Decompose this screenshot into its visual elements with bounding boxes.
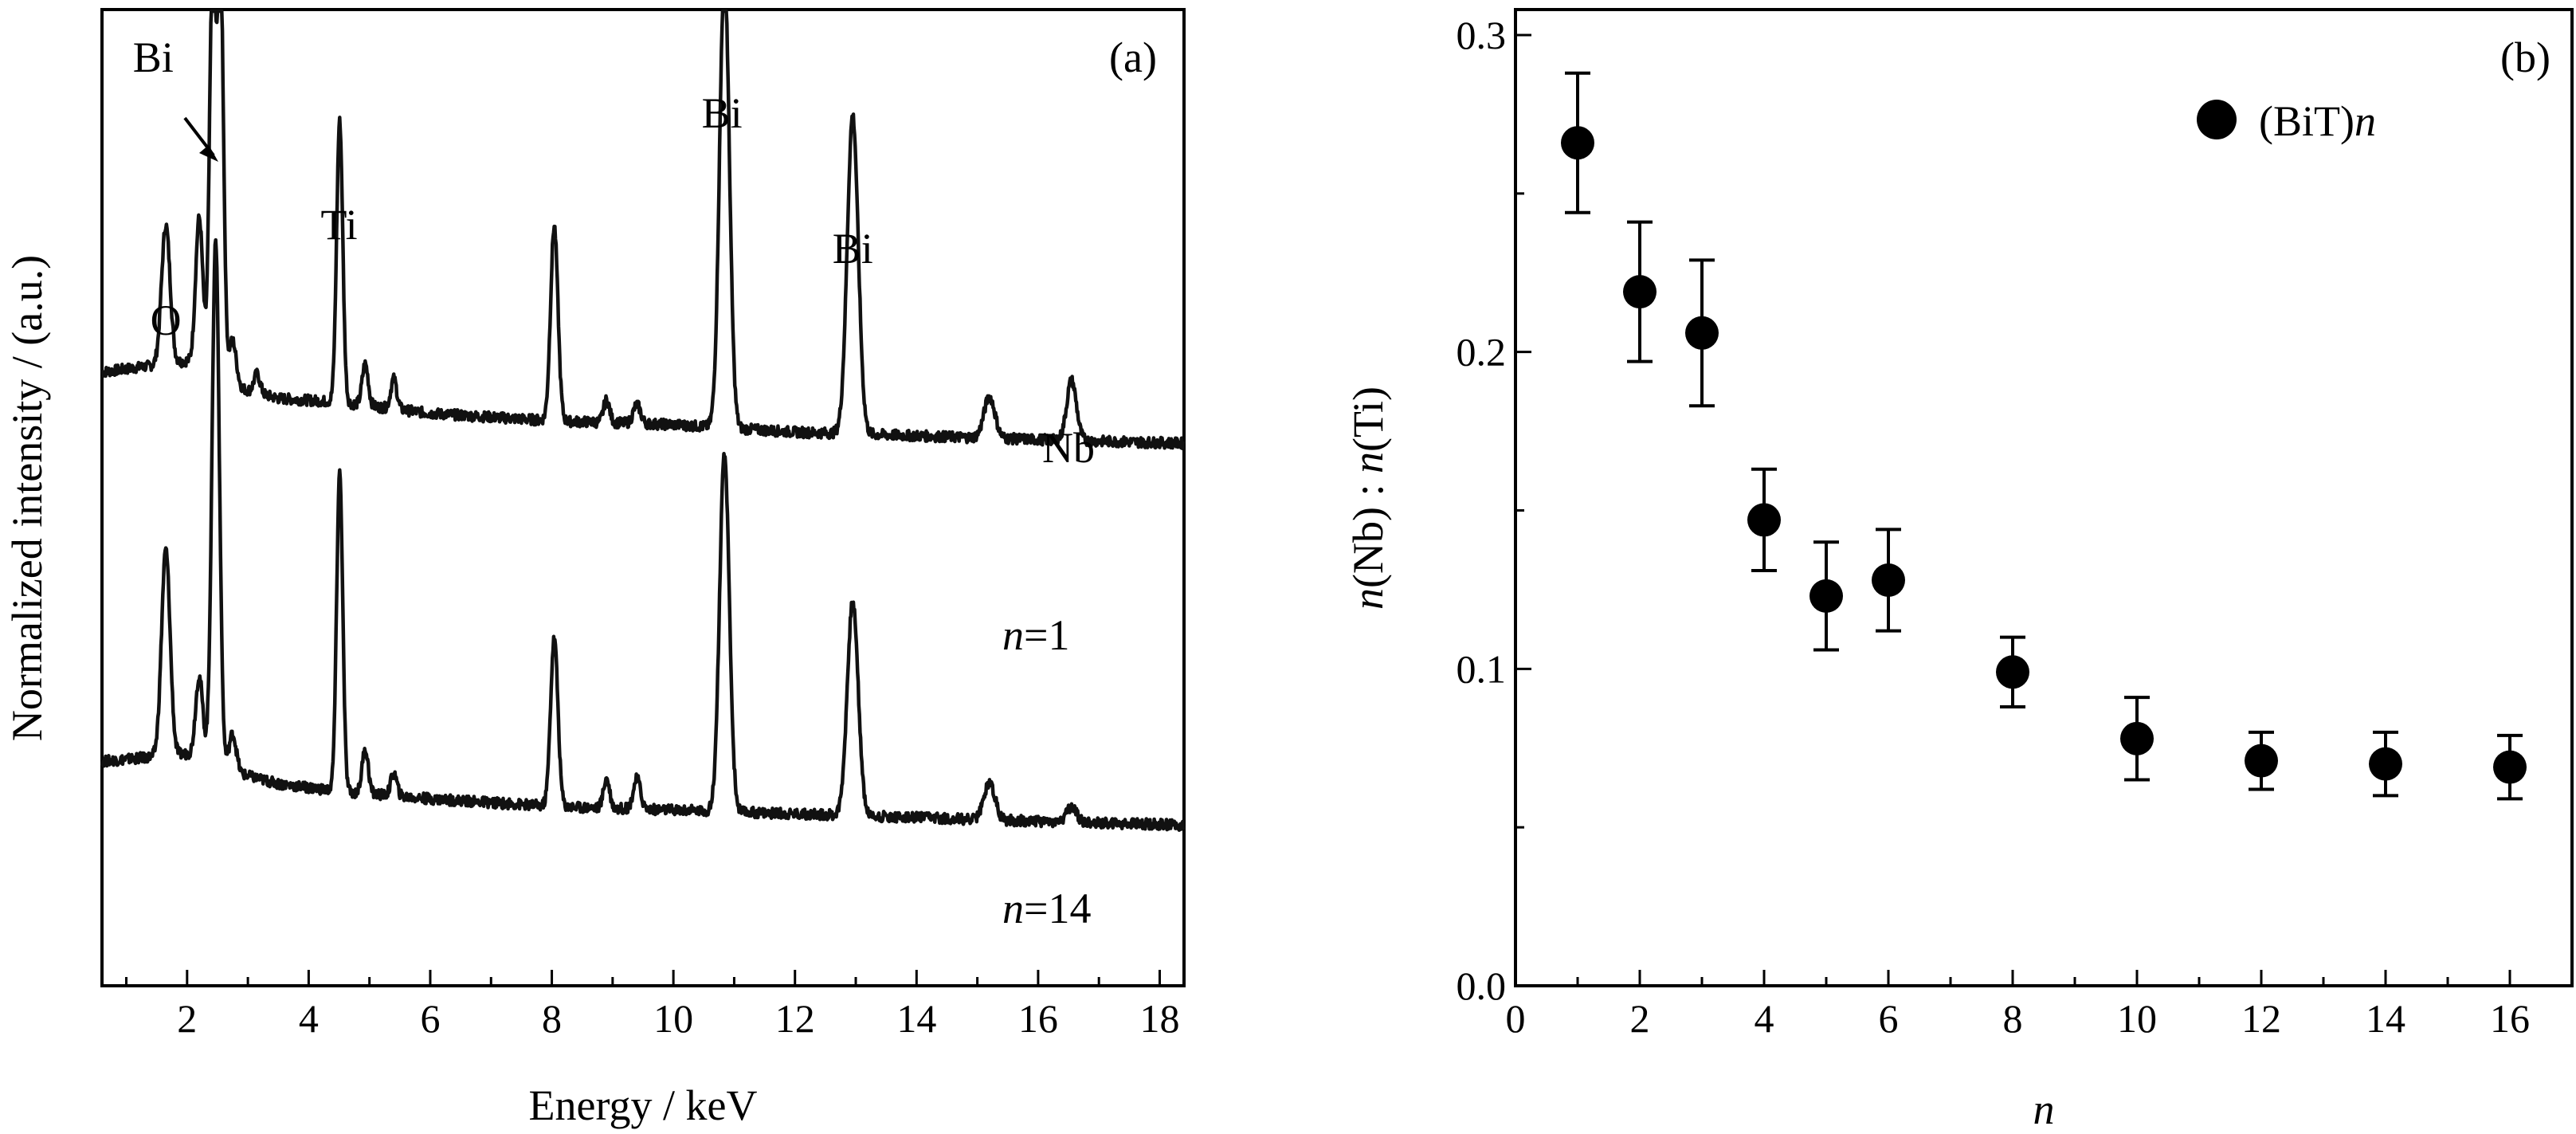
- x-tick-label: 2: [177, 996, 197, 1041]
- peak-label: Nb: [1042, 424, 1095, 472]
- y-label-b-part1: n: [1344, 588, 1392, 610]
- series-label-n1-suffix: =1: [1024, 611, 1069, 659]
- x-tick-label: 4: [299, 996, 319, 1041]
- x-tick-label: 18: [1139, 996, 1179, 1041]
- x-tick-label: 8: [2003, 996, 2023, 1041]
- x-tick-label: 8: [542, 996, 562, 1041]
- spectrum-line: [100, 237, 1186, 832]
- peak-label: Bi: [833, 225, 873, 273]
- svg-text:n=14: n=14: [1002, 885, 1091, 932]
- x-tick-label: 6: [420, 996, 440, 1041]
- y-tick-label: 0.0: [1457, 963, 1507, 1008]
- x-tick-label: 10: [653, 996, 693, 1041]
- y-label-b-part2: (Nb) :: [1344, 473, 1392, 588]
- y-label-b-part3: n: [1344, 452, 1392, 473]
- panel-b: 0 2 4 6 8 10 12 14 16 0.0 0.1 0.2 0.3 (b) n n(Nb) : …: [1344, 8, 2574, 1133]
- data-point: [1809, 579, 1843, 613]
- legend-label-italic: n: [2354, 97, 2376, 145]
- x-tick-label: 16: [1018, 996, 1058, 1041]
- y-axis-label-b: n(Nb) : n(Ti): [1344, 387, 1392, 610]
- peak-labels: O Bi Ti Bi Bi Nb: [133, 33, 1095, 472]
- x-tick-label: 14: [2366, 996, 2405, 1041]
- plot-frame-a: [100, 8, 1186, 987]
- peak-label: Bi: [133, 33, 174, 81]
- x-tick-label: 12: [775, 996, 815, 1041]
- series-label-n1: n=1: [1002, 611, 1069, 659]
- x-ticks-a: 2 4 6 8 10 12 14 16 18: [125, 970, 1179, 1041]
- plot-frame-b: [1514, 8, 2574, 987]
- legend-label-main: (BiT): [2259, 97, 2354, 145]
- y-tick-label: 0.1: [1457, 646, 1507, 691]
- series-label-n14-suffix: =14: [1024, 885, 1091, 932]
- x-tick-label: 14: [896, 996, 936, 1041]
- series-label-n14: n=14: [1002, 885, 1091, 932]
- panel-label-a: (a): [1109, 33, 1157, 81]
- data-point: [1996, 655, 2029, 689]
- legend-marker: [2197, 100, 2237, 139]
- x-tick-label: 4: [1755, 996, 1774, 1041]
- data-point: [2245, 744, 2278, 778]
- data-point: [2369, 747, 2402, 781]
- x-axis-label-a: Energy / keV: [529, 1081, 758, 1129]
- data-point: [1747, 503, 1781, 537]
- data-point: [2120, 721, 2154, 755]
- y-axis-label-a: Normalized intensity / (a.u.): [3, 255, 51, 741]
- x-tick-label: 2: [1630, 996, 1650, 1041]
- legend: (BiT)n: [2197, 97, 2376, 145]
- bi-arrowhead: [199, 145, 218, 162]
- axis-ticks-b: 0 2 4 6 8 10 12 14 16 0.0 0.1 0.2 0.3: [1457, 13, 2531, 1041]
- y-tick-label: 0.2: [1457, 330, 1507, 375]
- peak-label: O: [151, 296, 182, 344]
- x-tick-label: 12: [2241, 996, 2281, 1041]
- series-label-n1-prefix: n: [1002, 611, 1024, 659]
- x-tick-label: 10: [2117, 996, 2157, 1041]
- spectra-group: [100, 9, 1186, 832]
- panel-a: 2 4 6 8 10 12 14 16 18 O Bi Ti Bi Bi Nb (a) Energy / …: [3, 8, 1186, 1129]
- data-point: [1623, 275, 1657, 309]
- data-point: [1872, 563, 1905, 597]
- data-point: [1685, 316, 1719, 350]
- y-label-b-part4: (Ti): [1344, 387, 1392, 452]
- x-tick-label: 16: [2490, 996, 2530, 1041]
- x-axis-label-b: n: [2033, 1085, 2055, 1133]
- panel-label-b: (b): [2500, 33, 2551, 81]
- legend-label: (BiT)n: [2259, 97, 2376, 145]
- series-label-n14-prefix: n: [1002, 885, 1024, 932]
- spectrum-line: [100, 9, 1186, 450]
- data-point: [1561, 126, 1594, 160]
- peak-label: Ti: [320, 201, 357, 249]
- x-tick-label: 0: [1506, 996, 1526, 1041]
- peak-label: Bi: [702, 89, 743, 137]
- x-tick-label: 6: [1879, 996, 1899, 1041]
- data-point: [2493, 750, 2527, 784]
- y-tick-label: 0.3: [1457, 13, 1507, 57]
- svg-text:n=1: n=1: [1002, 611, 1069, 659]
- scatter-points: [1561, 71, 2527, 801]
